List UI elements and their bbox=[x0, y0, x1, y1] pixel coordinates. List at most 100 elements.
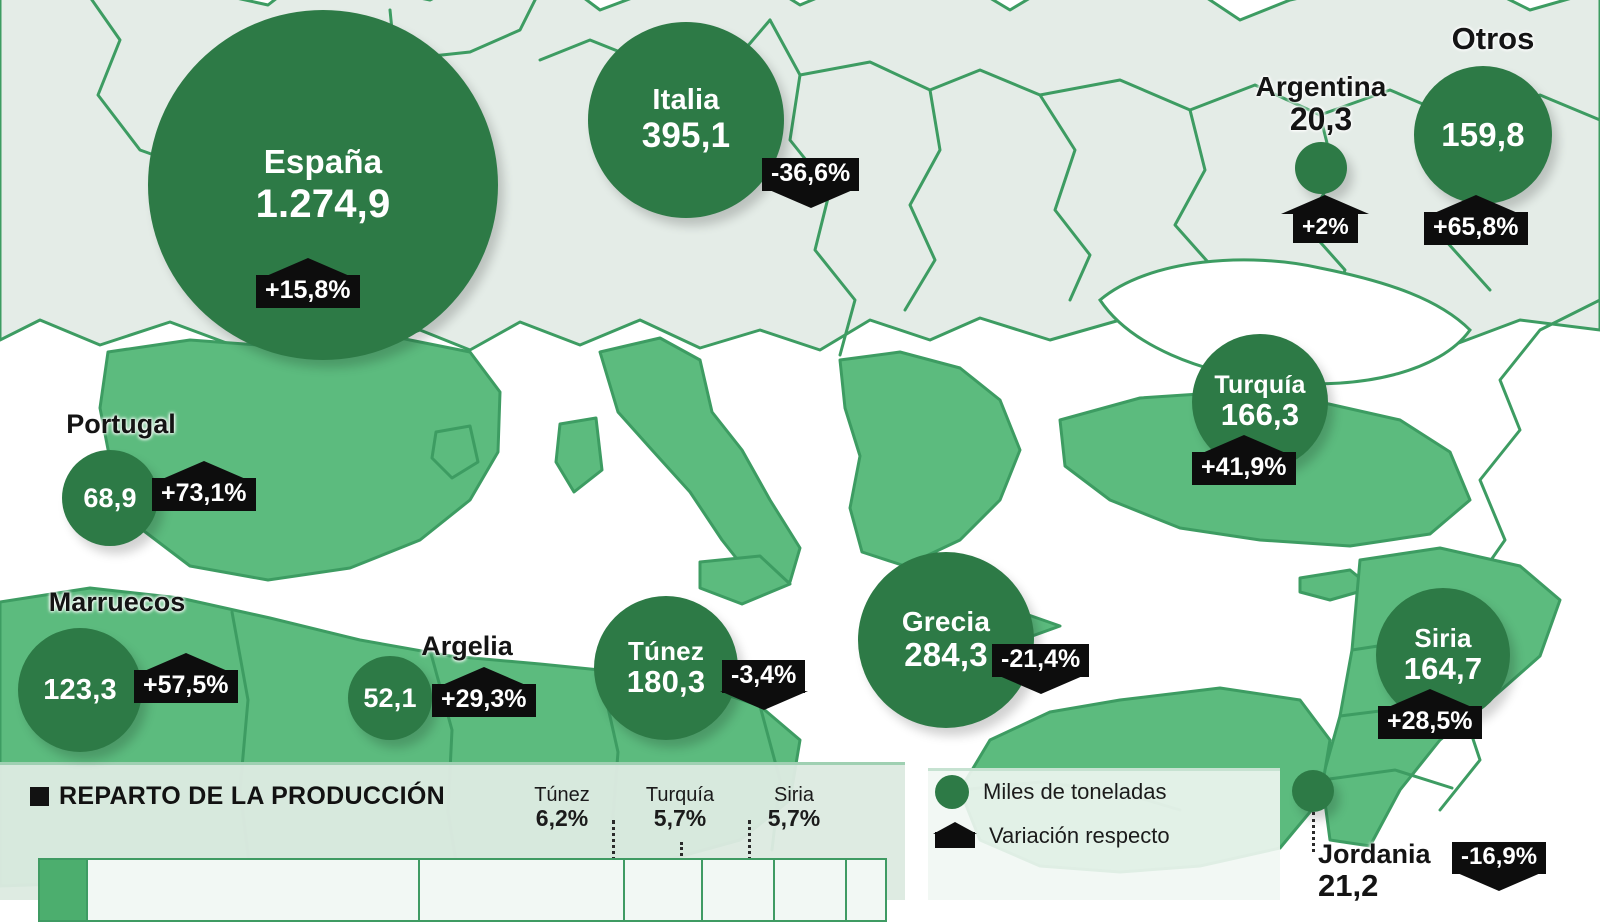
share-segment-3[interactable] bbox=[625, 860, 703, 920]
arrow-up-icon bbox=[933, 822, 977, 848]
bubble-turquia-label: Turquía bbox=[1214, 371, 1306, 400]
arrow-up-icon bbox=[439, 667, 528, 686]
arrow-down-icon bbox=[719, 691, 808, 710]
variation-flag-tunez[interactable]: -3,4% bbox=[719, 660, 808, 710]
arrow-down-icon bbox=[766, 189, 855, 208]
label-jordania-name: Jordania bbox=[1318, 839, 1431, 869]
bubble-siria-value: 164,7 bbox=[1403, 650, 1483, 686]
label-jordania-value: 21,2 bbox=[1318, 868, 1379, 904]
bubble-grecia-value: 284,3 bbox=[904, 636, 988, 674]
share-segment-1[interactable] bbox=[88, 860, 420, 920]
mini-label-turquia-pct: 5,7% bbox=[653, 805, 707, 832]
variation-siria-value: +28,5% bbox=[1378, 706, 1482, 739]
mini-label-tunez-name: Túnez bbox=[534, 784, 590, 806]
label-marruecos-name: Marruecos bbox=[48, 587, 186, 617]
bubble-italia[interactable]: Italia 395,1 bbox=[588, 22, 784, 218]
label-argentina-name: Argentina bbox=[1255, 71, 1387, 102]
production-share-bar[interactable] bbox=[38, 858, 887, 922]
bubble-marruecos-value: 123,3 bbox=[43, 673, 117, 706]
share-segment-5[interactable] bbox=[775, 860, 847, 920]
variation-grecia-value: -21,4% bbox=[992, 644, 1090, 677]
bullet-square-icon bbox=[30, 787, 49, 806]
legend-tonnes-label: Miles de toneladas bbox=[983, 779, 1167, 804]
leader-line-jordania bbox=[1312, 812, 1315, 852]
bubble-marruecos[interactable]: 123,3 bbox=[18, 628, 142, 752]
share-segment-4[interactable] bbox=[703, 860, 775, 920]
mini-label-tunez: Túnez 6,2% bbox=[512, 784, 612, 832]
variation-flag-portugal[interactable]: +73,1% bbox=[152, 461, 256, 511]
variation-otros-value: +65,8% bbox=[1424, 212, 1528, 245]
variation-flag-jordania[interactable]: -16,9% bbox=[1452, 842, 1547, 891]
share-segment-6[interactable] bbox=[847, 860, 885, 920]
variation-argelia-value: +29,3% bbox=[432, 684, 536, 717]
label-otros-name: Otros bbox=[1451, 21, 1535, 56]
variation-flag-argentina[interactable]: +2% bbox=[1281, 195, 1370, 243]
bubble-tunez[interactable]: Túnez 180,3 bbox=[594, 596, 738, 740]
variation-flag-argelia[interactable]: +29,3% bbox=[432, 667, 536, 717]
label-portugal-name: Portugal bbox=[66, 409, 176, 439]
variation-turquia-value: +41,9% bbox=[1192, 452, 1296, 485]
variation-flag-espana[interactable]: +15,8% bbox=[256, 258, 360, 308]
label-argelia: Argelia bbox=[392, 631, 542, 661]
variation-flag-siria[interactable]: +28,5% bbox=[1378, 689, 1482, 739]
bubble-italia-value: 395,1 bbox=[641, 115, 731, 155]
bubble-otros[interactable]: 159,8 bbox=[1414, 66, 1552, 204]
variation-tunez-value: -3,4% bbox=[722, 660, 806, 693]
reparto-heading-text: REPARTO DE LA PRODUCCIÓN bbox=[59, 782, 445, 810]
bubble-espana-value: 1.274,9 bbox=[255, 181, 391, 226]
arrow-up-icon bbox=[159, 461, 248, 480]
arrow-up-icon bbox=[1281, 195, 1370, 214]
legend: Miles de toneladas Variación respecto bbox=[933, 775, 1275, 900]
legend-row-tonnes: Miles de toneladas bbox=[935, 775, 1275, 809]
bubble-espana-label: España bbox=[263, 143, 383, 181]
mini-label-turquia-name: Turquía bbox=[645, 784, 715, 806]
variation-flag-otros[interactable]: +65,8% bbox=[1424, 195, 1528, 245]
bubble-argentina[interactable] bbox=[1295, 142, 1347, 194]
bubble-argelia-value: 52,1 bbox=[363, 682, 417, 713]
bubble-siria-label: Siria bbox=[1414, 622, 1472, 653]
bubble-portugal[interactable]: 68,9 bbox=[62, 450, 158, 546]
arrow-up-icon bbox=[141, 653, 230, 672]
mini-label-siria-pct: 5,7% bbox=[767, 805, 821, 832]
bubble-argelia[interactable]: 52,1 bbox=[348, 656, 432, 740]
label-portugal: Portugal bbox=[46, 409, 196, 439]
bubble-tunez-value: 180,3 bbox=[626, 663, 706, 699]
variation-flag-turquia[interactable]: +41,9% bbox=[1192, 435, 1296, 485]
label-argentina: Argentina 20,3 bbox=[1251, 71, 1391, 138]
bubble-grecia-label: Grecia bbox=[901, 605, 991, 637]
mini-label-turquia: Turquía 5,7% bbox=[626, 784, 734, 832]
label-argentina-value: 20,3 bbox=[1289, 101, 1353, 138]
arrow-up-icon bbox=[1431, 195, 1520, 214]
variation-flag-grecia[interactable]: -21,4% bbox=[992, 644, 1090, 694]
reparto-heading: REPARTO DE LA PRODUCCIÓN bbox=[30, 782, 445, 811]
arrow-up-icon bbox=[1199, 435, 1288, 454]
mini-label-siria-name: Siria bbox=[773, 784, 814, 806]
mini-label-siria: Siria 5,7% bbox=[744, 784, 844, 832]
arrow-down-icon bbox=[996, 675, 1085, 694]
label-marruecos: Marruecos bbox=[22, 587, 212, 617]
variation-portugal-value: +73,1% bbox=[152, 478, 256, 511]
bubble-tunez-label: Túnez bbox=[627, 635, 705, 666]
variation-flag-marruecos[interactable]: +57,5% bbox=[134, 653, 238, 703]
share-segment-2[interactable] bbox=[420, 860, 625, 920]
legend-row-variation: Variación respecto bbox=[933, 822, 1275, 849]
bubble-portugal-value: 68,9 bbox=[83, 482, 137, 513]
bubble-grecia[interactable]: Grecia 284,3 bbox=[858, 552, 1034, 728]
circle-icon bbox=[935, 775, 969, 809]
variation-marruecos-value: +57,5% bbox=[134, 670, 238, 703]
share-segment-espana[interactable] bbox=[40, 860, 88, 920]
arrow-up-icon bbox=[1385, 689, 1474, 708]
bubble-jordania[interactable] bbox=[1292, 770, 1334, 812]
variation-flag-italia[interactable]: -36,6% bbox=[762, 158, 860, 208]
variation-argentina-value: +2% bbox=[1293, 212, 1358, 243]
variation-italia-value: -36,6% bbox=[762, 158, 860, 191]
label-jordania: Jordania 21,2 bbox=[1318, 839, 1448, 904]
variation-jordania-value: -16,9% bbox=[1452, 842, 1547, 874]
label-otros: Otros bbox=[1428, 21, 1558, 56]
arrow-up-icon bbox=[263, 258, 352, 277]
label-argelia-name: Argelia bbox=[421, 631, 513, 661]
legend-variation-label: Variación respecto bbox=[989, 823, 1170, 848]
arrow-down-icon bbox=[1455, 872, 1544, 891]
bubble-italia-label: Italia bbox=[652, 84, 720, 117]
variation-espana-value: +15,8% bbox=[256, 275, 360, 308]
